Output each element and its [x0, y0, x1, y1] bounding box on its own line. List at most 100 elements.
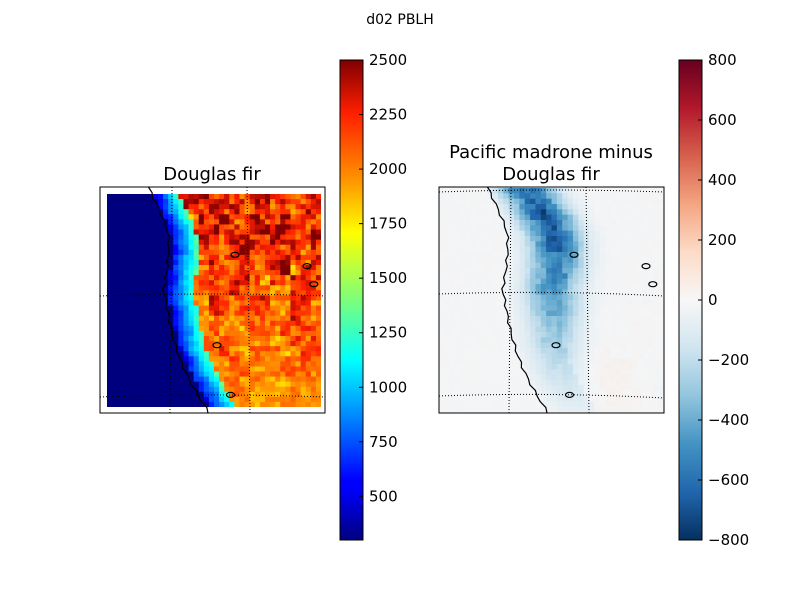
heatmap-cell	[449, 321, 456, 328]
heatmap-cell	[290, 310, 297, 317]
heatmap-cell	[519, 268, 526, 274]
heatmap-cell	[476, 321, 483, 328]
heatmap-cell	[290, 371, 297, 378]
heatmap-cell	[249, 234, 256, 241]
heatmap-cell	[208, 371, 215, 378]
heatmap-cell	[122, 234, 128, 241]
heatmap-cell	[481, 284, 488, 290]
heatmap-cell	[259, 366, 266, 373]
heatmap-cell	[280, 366, 286, 373]
heatmap-cell	[285, 310, 292, 317]
heatmap-cell	[280, 244, 286, 251]
heatmap-cell	[203, 336, 210, 342]
heatmap-cell	[540, 332, 547, 338]
heatmap-cell	[127, 239, 134, 246]
heatmap-cell	[137, 209, 144, 215]
heatmap-cell	[621, 364, 628, 370]
heatmap-cell	[188, 234, 195, 241]
heatmap-cell	[460, 401, 467, 408]
heatmap-cell	[476, 380, 483, 386]
heatmap-cell	[508, 310, 515, 317]
heatmap-cell	[315, 315, 321, 322]
heatmap-cell	[444, 321, 451, 328]
heatmap-cell	[315, 295, 321, 302]
heatmap-cell	[476, 257, 483, 264]
heatmap-cell	[157, 366, 164, 373]
heatmap-cell	[183, 386, 190, 393]
heatmap-cell	[487, 236, 494, 242]
heatmap-cell	[173, 305, 179, 312]
heatmap-cell	[275, 396, 281, 403]
heatmap-cell	[280, 381, 286, 388]
heatmap-cell	[465, 198, 472, 205]
heatmap-cell	[295, 341, 302, 347]
heatmap-cell	[471, 321, 478, 328]
heatmap-cell	[107, 239, 113, 246]
heatmap-cell	[264, 330, 271, 337]
heatmap-cell	[203, 401, 210, 407]
heatmap-cell	[605, 214, 612, 221]
heatmap-cell	[295, 249, 302, 256]
heatmap-cell	[259, 336, 266, 342]
heatmap-cell	[315, 285, 321, 291]
heatmap-cell	[471, 353, 478, 360]
heatmap-cell	[471, 262, 478, 269]
heatmap-cell	[481, 358, 488, 365]
heatmap-cell	[137, 244, 144, 251]
heatmap-cell	[208, 194, 215, 200]
heatmap-cell	[637, 268, 644, 274]
heatmap-cell	[188, 244, 195, 251]
heatmap-cell	[254, 310, 261, 317]
heatmap-cell	[460, 214, 467, 221]
heatmap-cell	[572, 246, 579, 253]
heatmap-cell	[621, 284, 628, 290]
heatmap-cell	[117, 320, 123, 327]
heatmap-cell	[551, 188, 558, 194]
heatmap-cell	[572, 358, 579, 365]
heatmap-cell	[259, 234, 266, 241]
heatmap-cell	[234, 199, 241, 205]
heatmap-cell	[589, 273, 595, 280]
coastline	[486, 186, 548, 414]
heatmap-cell	[476, 390, 483, 397]
heatmap-cell	[508, 305, 515, 312]
heatmap-cell	[259, 244, 266, 251]
heatmap-cell	[637, 209, 644, 216]
heatmap-cell	[157, 280, 164, 286]
heatmap-cell	[460, 284, 467, 290]
heatmap-cell	[578, 241, 585, 248]
heatmap-cell	[487, 401, 494, 408]
heatmap-cell	[530, 310, 537, 317]
heatmap-cell	[514, 342, 520, 349]
heatmap-cell	[658, 241, 664, 248]
heatmap-cell	[117, 356, 123, 362]
heatmap-cell	[514, 198, 520, 205]
heatmap-cell	[556, 188, 563, 194]
heatmap-cell	[219, 224, 225, 231]
heatmap-cell	[188, 199, 195, 205]
heatmap-cell	[540, 305, 547, 312]
heatmap-cell	[610, 252, 617, 258]
heatmap-cell	[152, 194, 159, 200]
heatmap-cell	[142, 285, 149, 291]
heatmap-cell	[132, 194, 139, 200]
heatmap-cell	[492, 246, 499, 253]
heatmap-cell	[460, 252, 467, 258]
heatmap-cell	[315, 259, 321, 266]
heatmap-cell	[310, 290, 317, 297]
heatmap-cell	[239, 270, 246, 276]
heatmap-cell	[610, 209, 617, 216]
heatmap-cell	[163, 229, 169, 236]
heatmap-cell	[540, 385, 547, 392]
heatmap-cell	[572, 284, 579, 290]
heatmap-cell	[492, 214, 499, 221]
heatmap-cell	[234, 244, 241, 251]
heatmap-cell	[444, 289, 451, 296]
heatmap-cell	[642, 326, 649, 333]
heatmap-cell	[173, 300, 179, 307]
heatmap-cell	[173, 259, 179, 266]
heatmap-cell	[455, 262, 462, 269]
heatmap-cell	[637, 353, 644, 360]
heatmap-cell	[524, 262, 531, 269]
heatmap-cell	[178, 330, 185, 337]
